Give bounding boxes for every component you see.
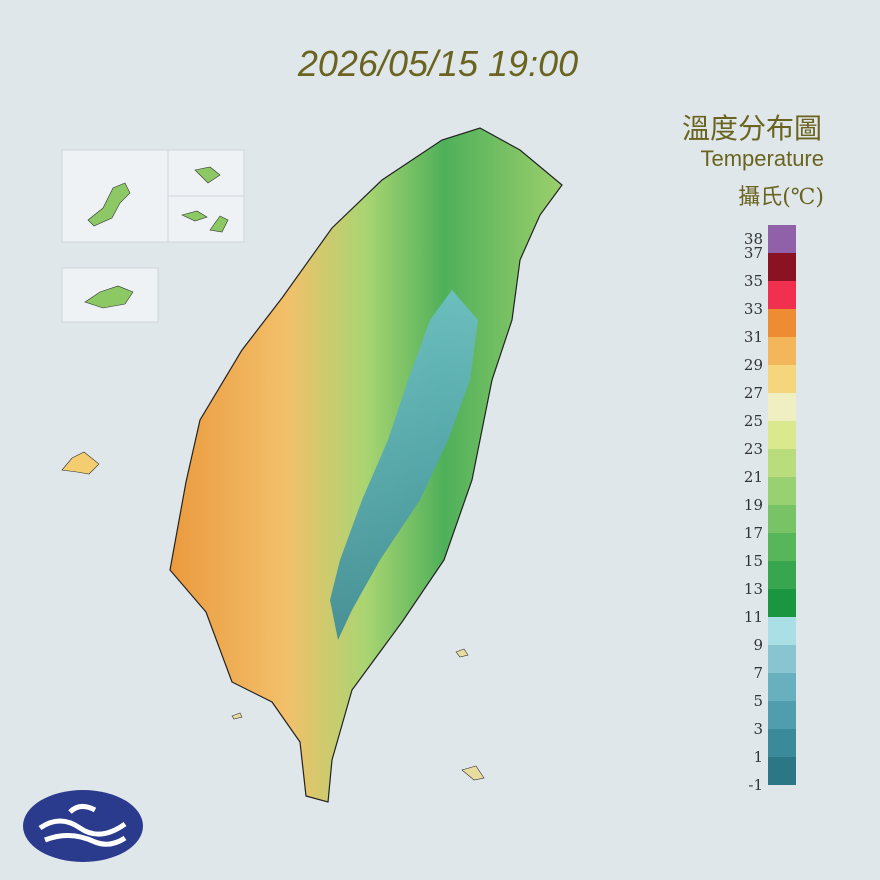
tick-label: 1: [753, 748, 763, 766]
color-band: [768, 365, 796, 393]
color-band: [768, 281, 796, 309]
tick-label: -1: [748, 776, 763, 794]
color-band: [768, 449, 796, 477]
legend-unit: 攝氏(℃): [738, 185, 824, 210]
tick-label: 37: [744, 244, 763, 262]
color-band: [768, 617, 796, 645]
tick-label: 29: [744, 356, 763, 374]
color-band: [768, 505, 796, 533]
tick-label: 17: [744, 524, 763, 542]
color-band: [768, 533, 796, 561]
tick-label: 19: [744, 496, 763, 514]
tick-label: 7: [753, 664, 763, 682]
tick-label: 11: [744, 608, 763, 626]
tick-label: 33: [744, 300, 763, 318]
color-band: [768, 561, 796, 589]
color-band: [768, 253, 796, 281]
color-band: [768, 701, 796, 729]
tick-label: 13: [744, 580, 763, 598]
tick-label: 23: [744, 440, 763, 458]
tick-label: 38: [744, 230, 763, 248]
color-band: [768, 589, 796, 617]
tick-label: 31: [744, 328, 763, 346]
tick-label: 21: [744, 468, 763, 486]
tick-label: 35: [744, 272, 763, 290]
legend-title: 溫度分布圖: [682, 112, 822, 145]
taiwan-island: [169, 127, 563, 803]
timestamp: 2026/05/15 19:00: [297, 43, 578, 84]
color-band: [768, 225, 796, 253]
color-band: [768, 337, 796, 365]
tick-label: 27: [744, 384, 763, 402]
tick-label: 5: [753, 692, 763, 710]
tick-label: 9: [753, 636, 763, 654]
tick-label: 3: [753, 720, 763, 738]
color-band: [768, 729, 796, 757]
color-band: [768, 309, 796, 337]
color-band: [768, 421, 796, 449]
tick-label: 15: [744, 552, 763, 570]
color-band: [768, 477, 796, 505]
color-band: [768, 673, 796, 701]
legend-subtitle: Temperature: [700, 146, 824, 171]
inset-islands: [61, 149, 485, 781]
color-band: [768, 757, 796, 785]
tick-label: 25: [744, 412, 763, 430]
color-band: [768, 645, 796, 673]
color-band: [768, 393, 796, 421]
logo: [23, 790, 143, 862]
